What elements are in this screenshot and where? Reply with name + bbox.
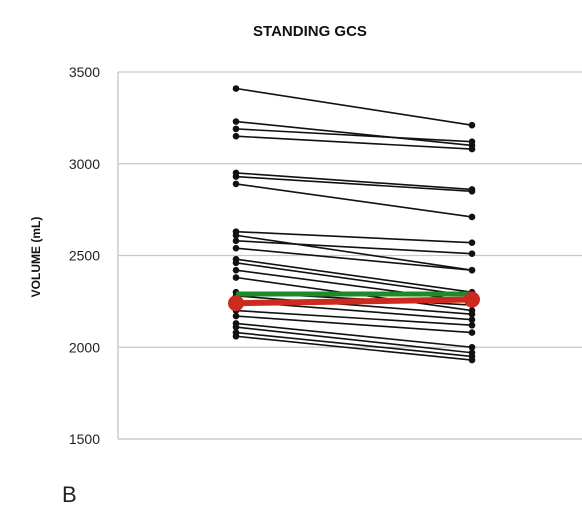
series-2	[232, 118, 476, 149]
series-1	[232, 85, 476, 129]
data-point	[468, 316, 476, 324]
mean-line-red	[235, 296, 473, 307]
mean-point-red	[464, 291, 480, 308]
series-line	[235, 230, 473, 244]
series-line	[235, 87, 473, 127]
series-20	[232, 312, 476, 336]
series-4	[232, 132, 476, 153]
series-24	[232, 332, 476, 364]
data-point	[468, 321, 476, 329]
mean-lines	[228, 291, 480, 312]
data-point	[468, 239, 476, 246]
series-line	[235, 172, 473, 191]
data-point	[468, 187, 476, 195]
series-line	[235, 335, 473, 361]
panel-label: B	[62, 482, 77, 507]
data-point	[468, 356, 476, 364]
data-point	[232, 118, 240, 125]
series-6	[232, 173, 476, 195]
data-point	[468, 250, 476, 257]
data-point	[232, 85, 240, 92]
series-line	[235, 247, 473, 271]
data-point	[232, 274, 240, 281]
gridlines	[117, 71, 582, 440]
data-point	[468, 266, 476, 274]
data-point	[232, 266, 240, 274]
data-point	[468, 138, 476, 146]
series-line	[235, 295, 473, 316]
y-tick-label: 3000	[69, 156, 100, 172]
series-10	[232, 237, 476, 257]
mean-point-red	[228, 295, 244, 312]
data-point	[232, 132, 240, 140]
series-line	[235, 315, 473, 334]
series-line	[235, 135, 473, 150]
series-line	[235, 309, 473, 327]
series-lines	[232, 85, 476, 364]
series-line	[235, 175, 473, 193]
series-line	[235, 269, 473, 303]
y-tick-label: 1500	[69, 431, 100, 447]
data-point	[232, 125, 240, 133]
y-tick-label: 3500	[69, 64, 100, 80]
data-point	[232, 332, 240, 340]
series-3	[232, 125, 476, 146]
series-7	[232, 180, 476, 221]
series-line	[235, 120, 473, 147]
data-point	[232, 244, 240, 252]
series-line	[235, 234, 473, 271]
y-tick-label: 2000	[69, 339, 100, 355]
y-tick-labels: 1500 2000 2500 3000 3500	[69, 64, 100, 447]
series-line	[235, 183, 473, 218]
data-point	[232, 312, 240, 320]
data-point	[468, 213, 476, 221]
data-point	[232, 237, 240, 245]
data-point	[232, 259, 240, 267]
series-12	[232, 255, 476, 296]
series-11	[232, 244, 476, 274]
series-line	[235, 262, 473, 297]
y-axis-label: VOLUME (mL)	[29, 217, 43, 298]
series-line	[235, 322, 473, 349]
chart-title: STANDING GCS	[253, 23, 367, 40]
data-point	[232, 173, 240, 180]
data-point	[468, 329, 476, 336]
data-point	[232, 180, 240, 188]
series-line	[235, 326, 473, 354]
data-point	[468, 343, 476, 351]
series-line	[235, 258, 473, 293]
series-line	[235, 128, 473, 143]
data-point	[468, 145, 476, 153]
data-point	[468, 310, 476, 318]
data-point	[232, 323, 240, 331]
data-point	[232, 232, 240, 239]
data-point	[468, 121, 476, 129]
series-line	[235, 240, 473, 255]
series-line	[235, 331, 473, 358]
y-tick-label: 2500	[69, 248, 100, 264]
